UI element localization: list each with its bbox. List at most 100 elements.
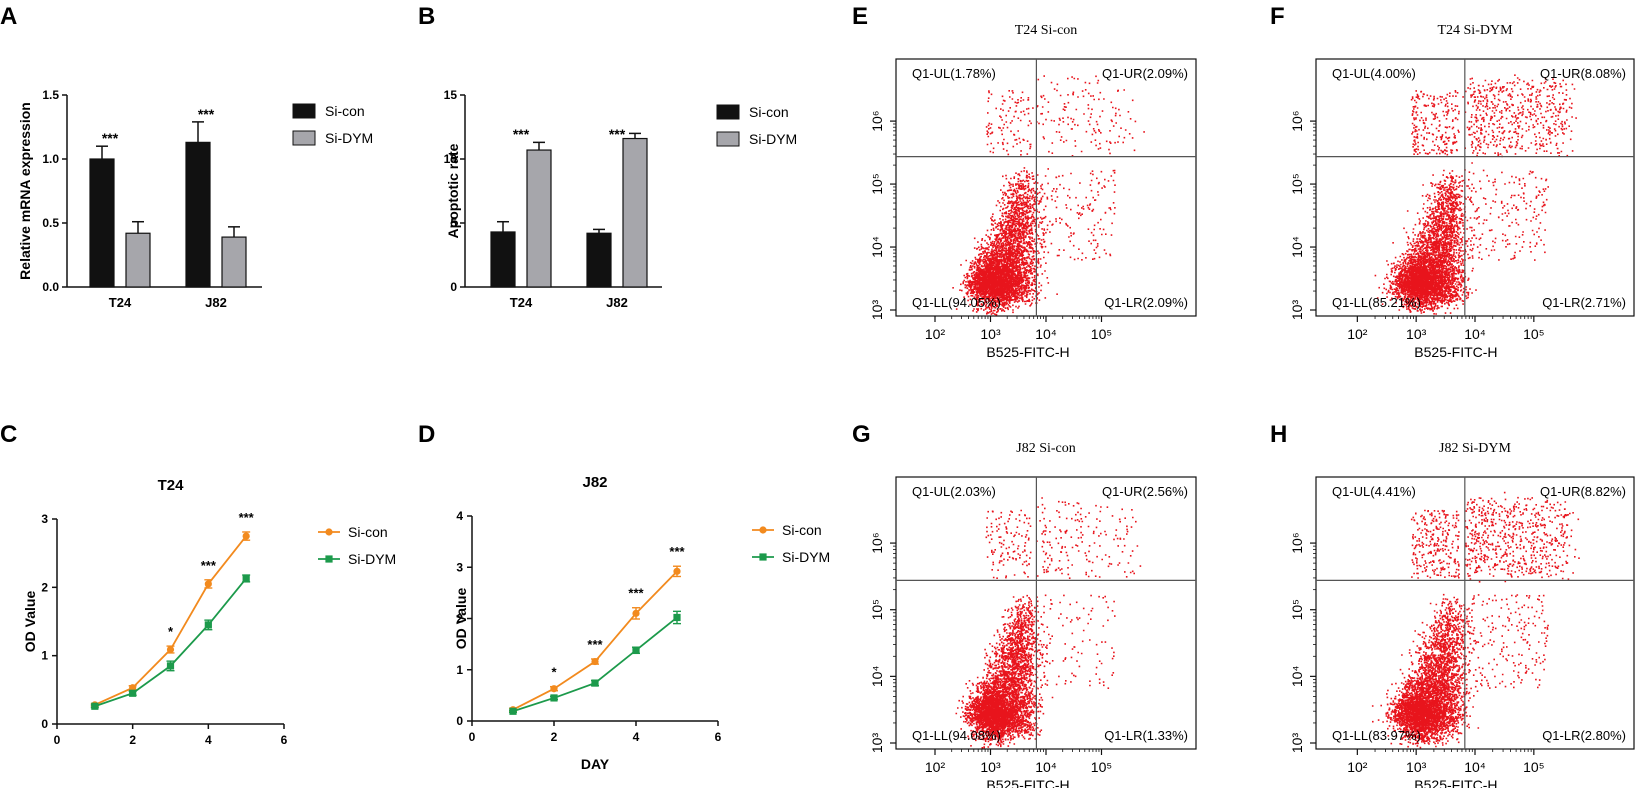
y-axis-label: OD Value (22, 591, 38, 653)
data-point-si-dym (166, 662, 175, 670)
flow-title: J82 Si-DYM (1439, 441, 1512, 456)
data-point-si-dym (242, 574, 250, 583)
event-dots (952, 75, 1145, 316)
x-tick-label: 0 (469, 730, 476, 744)
x-tick-label: 10³ (1406, 326, 1427, 342)
flow-title: T24 Si-con (1015, 23, 1078, 38)
legend-label: Si-con (348, 524, 388, 540)
legend-marker (325, 555, 333, 563)
x-tick-label: 10⁴ (1464, 326, 1486, 342)
y-axis-label: Relative mRNA expression (17, 102, 33, 280)
x-category-label: J82 (205, 295, 227, 310)
legend-label: Si-DYM (325, 130, 373, 146)
x-tick-label: 10⁵ (1523, 759, 1544, 775)
data-point-si-dym (91, 702, 99, 710)
y-tick-label: 10⁶ (1289, 110, 1305, 131)
x-tick-label: 10⁴ (1035, 759, 1057, 775)
legend-label: Si-DYM (348, 551, 396, 567)
chart-g-flow-j82-si-con: J82 Si-con Q1-UL(2.03%) Q1-UR(2.56%) Q1-LL(… (869, 441, 1197, 788)
legend-swatch-si-dym (716, 131, 740, 147)
data-point-si-con (242, 532, 250, 540)
chart-b-apoptotic-rate: 0 5 10 15 Apoptotic rate T24 *** J82 *** Si-con Si… (444, 88, 798, 310)
x-tick-label: 10² (1347, 759, 1368, 775)
chart-f-flow-t24-si-dym: T24 Si-DYM Q1-UL(4.00%) Q1-UR(8.08%) Q1-LL(… (1289, 23, 1635, 360)
x-tick-label: 2 (551, 730, 558, 744)
bar-si-dym-t24 (125, 232, 151, 288)
data-point-si-con (129, 684, 137, 692)
bar-si-dym-j82 (221, 236, 247, 288)
chart-title: T24 (158, 477, 185, 494)
y-tick-label: 0 (41, 717, 48, 731)
legend-marker (759, 526, 767, 534)
quadrant-label-ll: Q1-LL(83.97%) (1332, 728, 1421, 743)
x-tick-label: 0 (54, 733, 61, 747)
y-tick-label: 1 (41, 649, 48, 663)
x-tick-label: 10² (1347, 326, 1368, 342)
data-point-si-con (632, 609, 640, 617)
flow-title: J82 Si-con (1016, 441, 1076, 456)
panel-letter-g: G (852, 421, 871, 448)
legend-label: Si-con (325, 103, 365, 119)
quadrant-label-ul: Q1-UL(1.78%) (912, 66, 996, 81)
data-point-si-con (673, 567, 681, 575)
x-category-label: T24 (109, 295, 132, 310)
y-tick-label: 1.0 (42, 152, 59, 166)
panel-letter-c: C (0, 421, 17, 448)
y-tick-label: 1 (456, 663, 463, 677)
x-tick-label: 10³ (980, 326, 1001, 342)
x-axis-label: DAY (581, 756, 610, 772)
significance-marker: *** (239, 510, 255, 525)
y-tick-label: 10³ (1289, 300, 1305, 321)
x-tick-label: 10² (925, 759, 946, 775)
plot-frame (1315, 476, 1635, 750)
data-point-si-con (550, 685, 558, 693)
significance-marker: *** (609, 126, 626, 142)
y-tick-label: 5 (450, 216, 457, 230)
y-tick-label: 10⁵ (1289, 599, 1305, 620)
x-tick-label: 10⁵ (1091, 759, 1112, 775)
quadrant-label-ul: Q1-UL(2.03%) (912, 484, 996, 499)
significance-marker: * (168, 624, 174, 639)
x-axis-label: B525-FITC-H (986, 777, 1069, 788)
quadrant-label-ur: Q1-UR(2.09%) (1102, 66, 1188, 81)
legend-swatch-si-con (292, 103, 316, 119)
legend-label: Si-con (749, 104, 789, 120)
y-tick-label: 10⁶ (1289, 532, 1305, 553)
quadrant-label-ul: Q1-UL(4.41%) (1332, 484, 1416, 499)
y-axis-label: OD Value (453, 588, 469, 650)
significance-marker: *** (198, 106, 215, 122)
panel-letter-h: H (1270, 421, 1287, 448)
y-tick-label: 10³ (1289, 733, 1305, 754)
chart-a-relative-mrna: 0.0 0.5 1.0 1.5 Relative mRNA expression T24 *… (17, 88, 373, 310)
y-tick-label: 10⁴ (1289, 236, 1305, 258)
x-tick-label: 4 (633, 730, 640, 744)
x-tick-label: 2 (129, 733, 136, 747)
y-tick-label: 10 (444, 152, 458, 166)
x-axis-label: B525-FITC-H (1414, 777, 1497, 788)
y-tick-label: 10⁵ (869, 173, 885, 194)
legend-label: Si-DYM (749, 131, 797, 147)
chart-title: J82 (582, 474, 607, 491)
y-tick-label: 0.0 (42, 280, 59, 294)
significance-marker: *** (513, 126, 530, 142)
y-tick-label: 10⁴ (869, 236, 885, 258)
x-tick-label: 10³ (980, 759, 1001, 775)
y-tick-label: 0.5 (42, 216, 59, 230)
y-tick-label: 10³ (869, 300, 885, 321)
data-point-si-con (591, 657, 599, 666)
event-dots (955, 497, 1142, 749)
y-tick-label: 2 (41, 580, 48, 594)
x-tick-label: 6 (281, 733, 288, 747)
quadrant-label-lr: Q1-LR(2.71%) (1542, 295, 1626, 310)
y-axis-label: Apoptotic rate (445, 143, 461, 238)
y-tick-label: 3 (456, 560, 463, 574)
data-point-si-dym (550, 694, 558, 702)
significance-marker: * (551, 665, 557, 680)
quadrant-label-ur: Q1-UR(8.82%) (1540, 484, 1626, 499)
quadrant-label-lr: Q1-LR(2.80%) (1542, 728, 1626, 743)
x-tick-label: 10⁵ (1523, 326, 1544, 342)
bar-si-con-t24 (490, 231, 516, 288)
legend-swatch-si-dym (292, 130, 316, 146)
